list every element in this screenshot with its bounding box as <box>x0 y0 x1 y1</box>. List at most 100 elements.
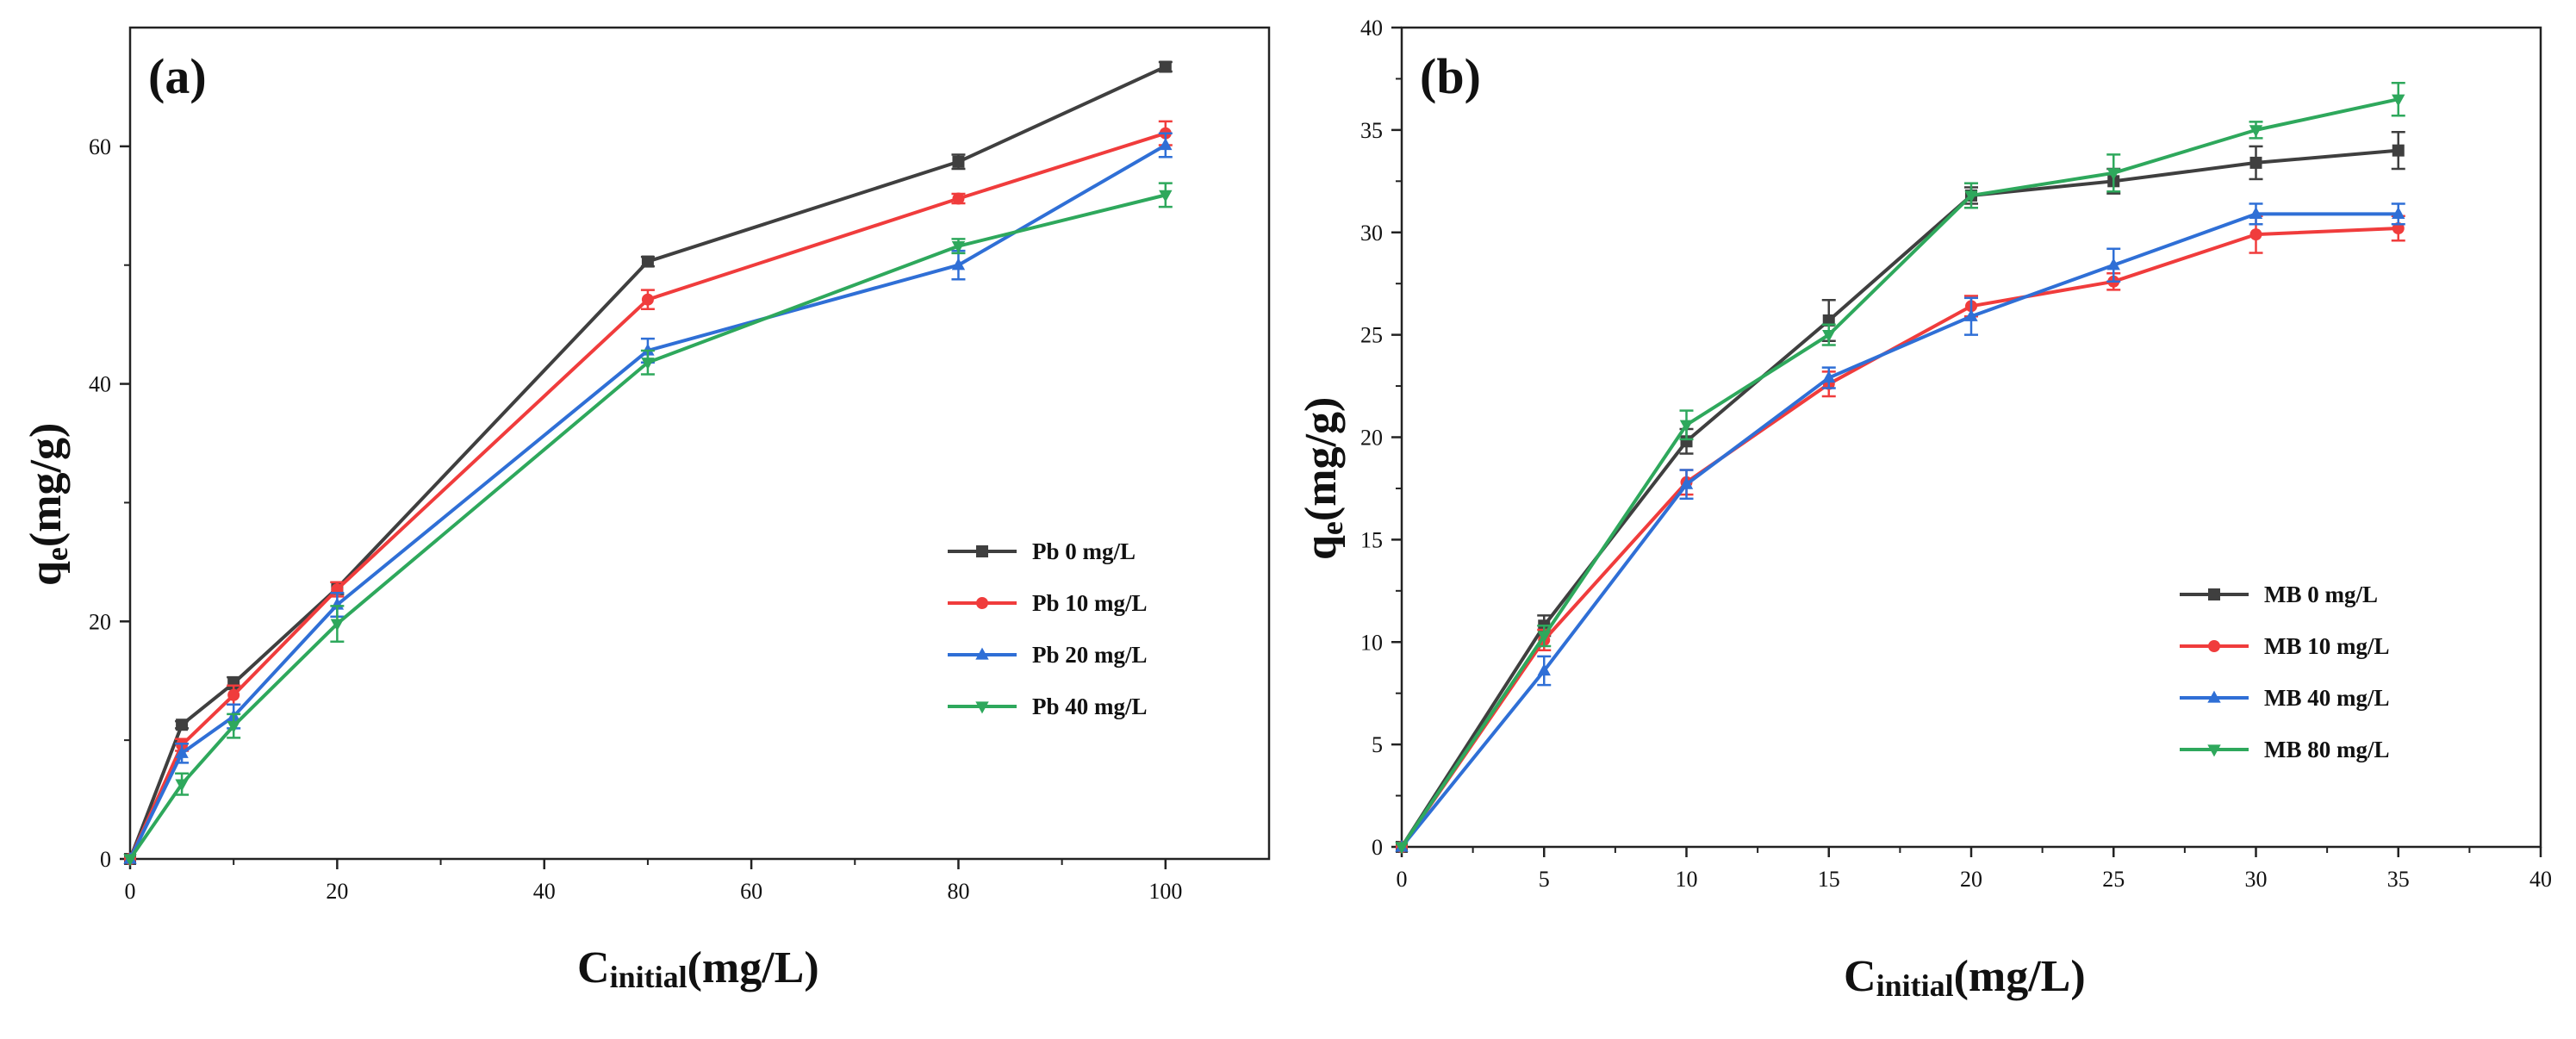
b-data-point <box>1679 420 1694 432</box>
b-data-point <box>1822 314 1835 327</box>
b-x-tick-label: 40 <box>2529 867 2552 892</box>
b-legend-marker <box>2207 690 2221 703</box>
a-data-point <box>175 745 189 758</box>
panel-b-y-axis-main: q <box>1297 535 1346 560</box>
panel-a-y-axis-main: q <box>22 561 71 586</box>
panel-a-series <box>123 60 1173 867</box>
b-data-point <box>1395 842 1409 855</box>
b-series-2 <box>1395 202 2405 852</box>
panel-a-x-axis-main: C <box>577 943 610 992</box>
b-data-point <box>1822 330 1836 343</box>
a-data-point <box>1159 60 1172 73</box>
a-series-2 <box>123 132 1173 864</box>
a-legend-marker <box>976 597 988 609</box>
b-x-tick-label: 20 <box>1960 867 1982 892</box>
b-legend-marker <box>2208 640 2220 652</box>
a-data-point <box>227 721 240 733</box>
b-legend-entry: MB 10 mg/L <box>2180 633 2390 659</box>
panel-b-plot-frame <box>1400 26 2542 849</box>
b-y-tick-label: 15 <box>1360 527 1383 552</box>
b-y-tick-label: 10 <box>1360 630 1383 655</box>
b-x-tick-label: 30 <box>2245 867 2268 892</box>
b-x-tick-label: 15 <box>1818 867 1840 892</box>
b-data-point <box>2106 258 2120 271</box>
b-y-tick-label: 40 <box>1360 16 1383 40</box>
panel-a-label: (a) <box>148 48 207 104</box>
b-legend-marker <box>2208 588 2220 600</box>
panel-a-plot-frame <box>128 26 1271 861</box>
b-data-point <box>2249 156 2262 169</box>
b-series-3 <box>1395 81 2405 855</box>
b-x-tick-label: 0 <box>1397 867 1408 892</box>
a-legend-marker <box>975 647 989 660</box>
panel-b-series <box>1395 81 2405 855</box>
a-x-tick-label: 0 <box>125 879 136 904</box>
panel-a-ticks: 0 20 40 60 80 100 0 20 40 60 <box>89 134 1182 904</box>
b-x-tick-label: 10 <box>1676 867 1698 892</box>
a-data-point <box>952 192 965 205</box>
b-legend-entry: MB 0 mg/L <box>2180 582 2378 607</box>
a-series-line <box>128 131 1167 860</box>
b-data-point <box>1964 308 1978 321</box>
b-data-point <box>2392 221 2405 234</box>
panel-b-x-axis-sub: initial <box>1876 968 1954 1003</box>
a-legend-marker <box>975 701 989 714</box>
panel-a-x-axis-sub: initial <box>610 960 688 994</box>
b-data-point <box>2106 168 2120 181</box>
a-data-point <box>1159 190 1173 202</box>
b-data-point <box>2392 206 2405 219</box>
b-legend-label: MB 0 mg/L <box>2264 582 2378 607</box>
b-y-tick-label: 30 <box>1360 221 1383 246</box>
panel-a-x-axis-unit: (mg/L) <box>688 943 819 992</box>
panel-a-legend: Pb 0 mg/L Pb 10 mg/L Pb 20 mg/L Pb 40 mg/L <box>948 538 1148 719</box>
b-x-tick-label: 25 <box>2102 867 2125 892</box>
b-y-tick-label: 25 <box>1360 323 1383 348</box>
a-data-point <box>330 619 345 631</box>
a-data-point <box>951 241 966 254</box>
b-legend-label: MB 10 mg/L <box>2264 633 2390 659</box>
b-y-tick-label: 0 <box>1372 835 1383 860</box>
panel-b-legend: MB 0 mg/L MB 10 mg/L MB 40 mg/L MB 80 mg/L <box>2180 582 2390 762</box>
b-series-line <box>1400 212 2399 849</box>
b-data-point <box>1537 631 1551 644</box>
a-y-tick-label: 60 <box>89 134 111 159</box>
a-legend-entry: Pb 20 mg/L <box>948 642 1148 668</box>
b-y-tick-label: 35 <box>1360 118 1383 143</box>
b-series-line <box>1400 226 2399 849</box>
panel-a-chart: 0 20 40 60 80 100 0 20 40 60 (a) Cinitial(mg/L) q… <box>22 26 1271 994</box>
a-series-3 <box>123 182 1173 867</box>
panel-b-x-axis-title: Cinitial(mg/L) <box>1844 952 2086 1003</box>
a-data-point <box>641 293 654 306</box>
a-legend-label: Pb 40 mg/L <box>1032 694 1148 719</box>
b-y-tick-label: 5 <box>1372 732 1383 757</box>
a-legend-label: Pb 10 mg/L <box>1032 590 1148 616</box>
a-x-tick-label: 60 <box>740 879 762 904</box>
b-data-point <box>1964 190 1978 203</box>
b-series-1 <box>1396 215 2405 853</box>
a-data-point <box>1159 138 1173 151</box>
b-x-tick-label: 35 <box>2387 867 2410 892</box>
panel-a-y-axis-title: qe(mg/g) <box>22 423 74 586</box>
a-data-point <box>951 258 966 271</box>
a-series-line <box>128 143 1167 860</box>
b-x-tick-label: 5 <box>1539 867 1550 892</box>
a-x-tick-label: 80 <box>947 879 969 904</box>
b-data-point <box>2249 228 2262 241</box>
a-legend-entry: Pb 40 mg/L <box>948 694 1148 719</box>
a-y-tick-label: 40 <box>89 372 111 397</box>
b-legend-marker <box>2207 744 2221 757</box>
a-data-point <box>952 155 965 168</box>
panel-a-y-axis-sub: e <box>40 547 74 561</box>
panel-b-y-axis-unit: (mg/g) <box>1297 397 1346 521</box>
panel-a-y-axis-unit: (mg/g) <box>22 423 71 547</box>
panel-b-y-axis-sub: e <box>1315 521 1349 535</box>
b-legend-entry: MB 80 mg/L <box>2180 737 2390 762</box>
panel-b-y-axis-title: qe(mg/g) <box>1297 397 1349 560</box>
a-data-point <box>641 343 655 356</box>
b-legend-label: MB 40 mg/L <box>2264 685 2390 711</box>
b-data-point <box>2249 206 2263 219</box>
panel-b-x-axis-unit: (mg/L) <box>1954 952 2086 1001</box>
b-legend-entry: MB 40 mg/L <box>2180 685 2390 711</box>
b-series-0 <box>1396 131 2405 853</box>
